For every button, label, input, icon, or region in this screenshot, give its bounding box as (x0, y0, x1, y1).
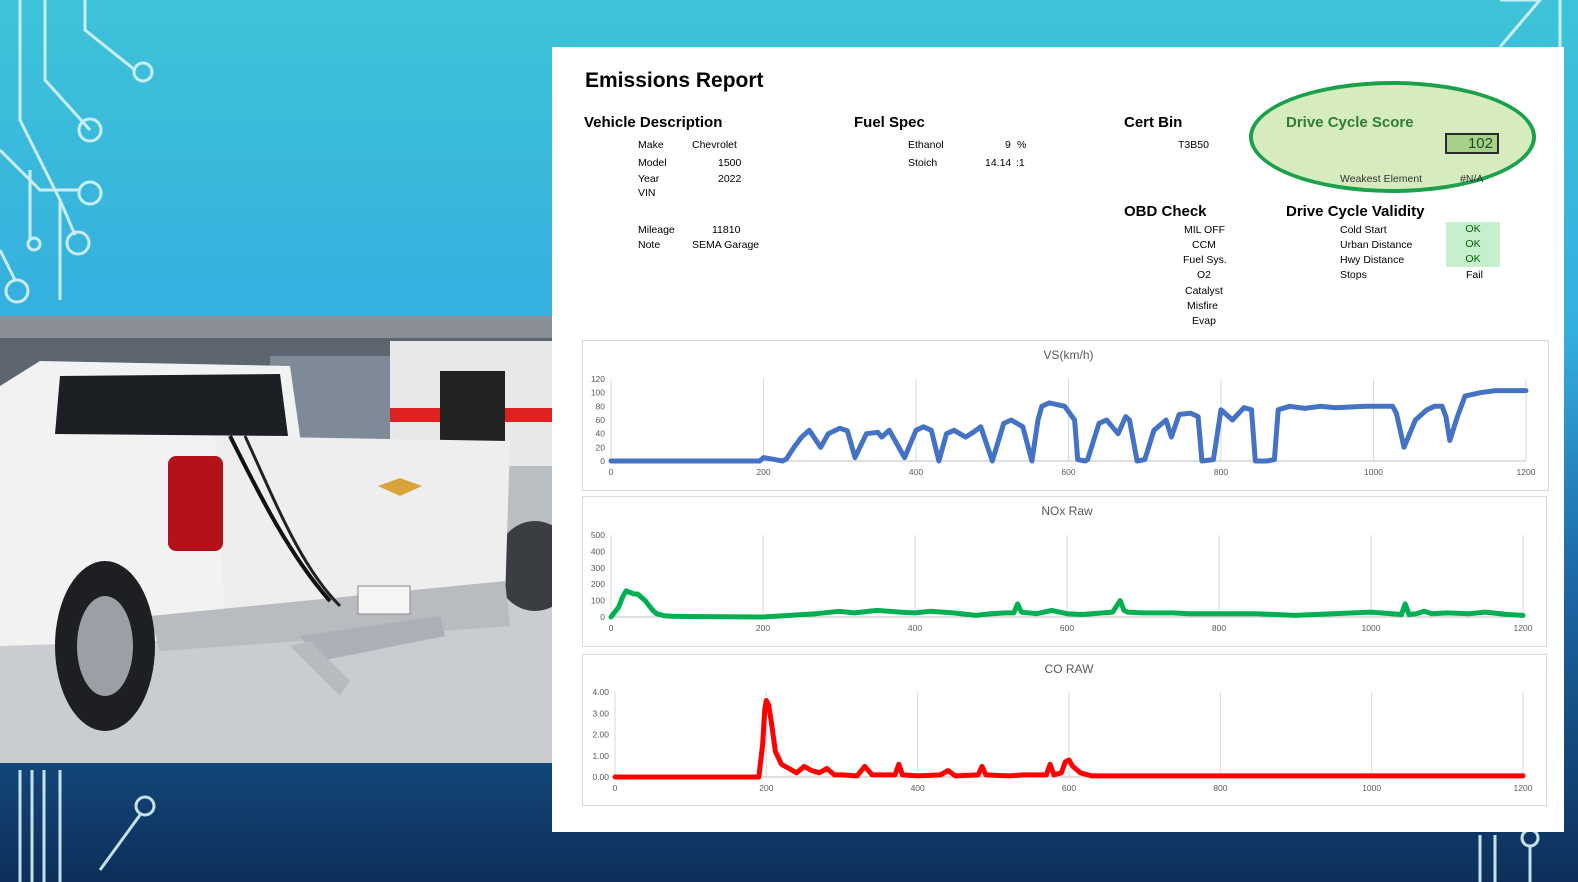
x-tick-label: 800 (1213, 783, 1227, 793)
co-raw-chart: CO RAW 0 200 400 600 800 1000 1200 0.00 1.00 2.00 3… (582, 654, 1547, 806)
y-tick-label: 400 (591, 546, 605, 556)
x-tick-label: 600 (1061, 467, 1075, 477)
ethanol-value: 9 (1005, 139, 1011, 151)
year-value: 2022 (718, 173, 742, 185)
x-tick-label: 600 (1060, 623, 1074, 633)
y-tick-label: 200 (591, 579, 605, 589)
obd-item-mil-off: MIL OFF (1184, 224, 1226, 236)
mileage-value: 11810 (712, 224, 741, 236)
chart-title: CO RAW (1045, 662, 1095, 676)
weakest-element-value: #N/A (1460, 173, 1484, 185)
note-value: SEMA Garage (692, 239, 760, 251)
y-tick-label: 0 (600, 456, 605, 466)
validity-label-hwy-distance: Hwy Distance (1340, 254, 1405, 266)
report-title: Emissions Report (585, 69, 764, 92)
x-tick-label: 1000 (1364, 467, 1383, 477)
x-tick-label: 400 (909, 467, 923, 477)
y-tick-label: 100 (591, 596, 605, 606)
x-tick-label: 1000 (1362, 783, 1381, 793)
y-tick-label: 4.00 (592, 687, 609, 697)
x-tick-label: 1200 (1514, 623, 1533, 633)
x-tick-label: 400 (911, 783, 925, 793)
nox-raw-chart: NOx Raw 0 200 400 600 800 1000 1200 0 100 200 300 40… (582, 496, 1547, 647)
obd-check-heading: OBD Check (1124, 203, 1207, 220)
stoich-unit: :1 (1016, 157, 1025, 169)
validity-label-stops: Stops (1340, 269, 1367, 281)
weakest-element-label: Weakest Element (1340, 173, 1423, 185)
x-tick-label: 1200 (1514, 783, 1533, 793)
series-line (612, 698, 1526, 780)
ethanol-unit: % (1017, 139, 1027, 151)
validity-label-cold-start: Cold Start (1340, 224, 1387, 236)
validity-status-stops: Fail (1466, 269, 1483, 281)
x-tick-label: 200 (756, 623, 770, 633)
model-value: 1500 (718, 157, 742, 169)
obd-item-evap: Evap (1192, 315, 1216, 327)
obd-item-fuel-sys: Fuel Sys. (1183, 254, 1227, 266)
y-tick-label: 0.00 (592, 772, 609, 782)
cert-bin-value: T3B50 (1178, 139, 1209, 151)
truck-photo (0, 316, 565, 763)
y-tick-label: 2.00 (592, 730, 609, 740)
emissions-report-panel: Emissions Report Vehicle Description Mak… (552, 47, 1564, 832)
chart-svg: VS(km/h) 0 200 400 600 800 1000 1200 0 20 40 60 80 10… (591, 348, 1536, 477)
x-tick-label: 600 (1062, 783, 1076, 793)
x-tick-label: 1000 (1362, 623, 1381, 633)
obd-item-o2: O2 (1197, 269, 1212, 281)
drive-cycle-score-heading: Drive Cycle Score (1286, 114, 1414, 131)
drive-cycle-score-value: 102 (1445, 133, 1499, 154)
vehicle-speed-chart: VS(km/h) 0 200 400 600 800 1000 1200 0 20 40 60 80 10… (582, 340, 1549, 491)
model-label: Model (638, 157, 667, 169)
validity-label-urban-distance: Urban Distance (1340, 239, 1413, 251)
y-tick-label: 500 (591, 530, 605, 540)
chart-svg: NOx Raw 0 200 400 600 800 1000 1200 0 100 200 300 40… (591, 504, 1533, 633)
mileage-label: Mileage (638, 224, 675, 236)
chart-svg: CO RAW 0 200 400 600 800 1000 1200 0.00 1.00 2.00 3… (592, 662, 1533, 793)
y-tick-label: 1.00 (592, 751, 609, 761)
stoich-label: Stoich (908, 157, 938, 169)
validity-status-hwy-distance: OK (1446, 252, 1500, 267)
cert-bin-heading: Cert Bin (1124, 114, 1183, 131)
vehicle-description-heading: Vehicle Description (584, 114, 723, 131)
y-tick-label: 40 (596, 429, 606, 439)
x-tick-label: 200 (756, 467, 770, 477)
x-tick-label: 200 (759, 783, 773, 793)
vin-label: VIN (638, 187, 656, 199)
ethanol-label: Ethanol (908, 139, 944, 151)
obd-item-misfire: Misfire (1187, 300, 1218, 312)
y-tick-label: 80 (596, 401, 606, 411)
obd-item-ccm: CCM (1192, 239, 1216, 251)
x-tick-label: 1200 (1517, 467, 1536, 477)
year-label: Year (638, 173, 660, 185)
fuel-spec-heading: Fuel Spec (854, 114, 925, 131)
stoich-value: 14.14 (985, 157, 1012, 169)
x-tick-label: 800 (1214, 467, 1228, 477)
x-tick-label: 0 (609, 467, 614, 477)
y-tick-label: 20 (596, 442, 606, 452)
obd-item-catalyst: Catalyst (1185, 285, 1223, 297)
x-tick-label: 800 (1212, 623, 1226, 633)
drive-cycle-validity-heading: Drive Cycle Validity (1286, 203, 1425, 220)
y-tick-label: 100 (591, 388, 605, 398)
x-tick-label: 400 (908, 623, 922, 633)
x-tick-label: 0 (609, 623, 614, 633)
validity-status-urban-distance: OK (1446, 237, 1500, 252)
chart-title: NOx Raw (1041, 504, 1093, 518)
y-tick-label: 120 (591, 374, 605, 384)
x-tick-label: 0 (613, 783, 618, 793)
y-tick-label: 3.00 (592, 708, 609, 718)
validity-status-cold-start: OK (1446, 222, 1500, 237)
y-tick-label: 300 (591, 563, 605, 573)
y-tick-label: 60 (596, 415, 606, 425)
make-value: Chevrolet (692, 139, 737, 151)
series-line (608, 388, 1529, 464)
series-line (608, 588, 1526, 620)
chart-title: VS(km/h) (1043, 348, 1093, 362)
make-label: Make (638, 139, 664, 151)
y-tick-label: 0 (600, 612, 605, 622)
note-label: Note (638, 239, 661, 251)
